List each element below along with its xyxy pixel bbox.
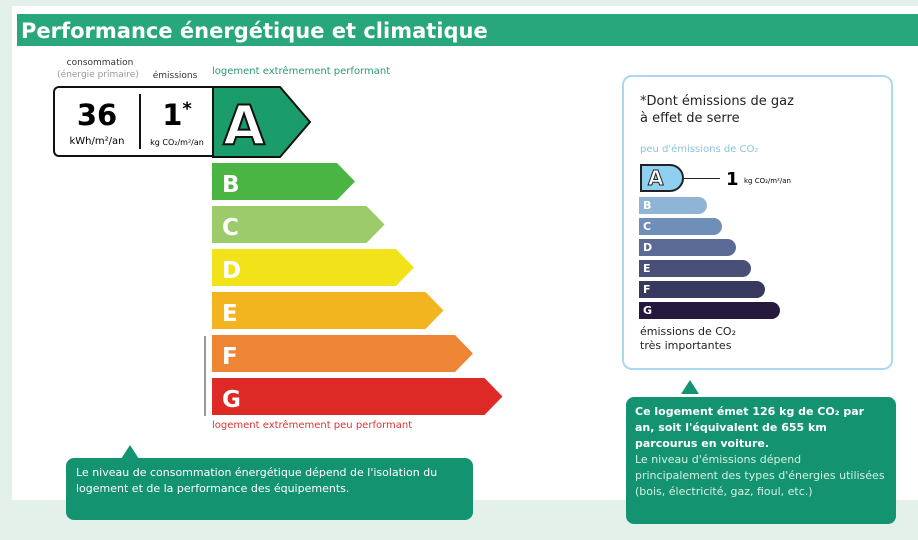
ges-class-a: A xyxy=(640,164,684,192)
ges-callout-pointer xyxy=(681,380,699,394)
ges-panel: *Dont émissions de gaz à effet de serre p… xyxy=(622,75,893,370)
class-letter: E xyxy=(222,301,238,327)
ges-bar-g: G xyxy=(639,302,780,319)
consumption-value: 36 xyxy=(76,98,118,132)
emissions-value: 1 xyxy=(162,98,183,132)
class-a-letter: A xyxy=(223,94,265,157)
ges-bar-b: B xyxy=(639,197,707,214)
class-a-arrow: A xyxy=(212,86,312,158)
consumption-unit: kWh/m²/an xyxy=(69,136,125,147)
divider xyxy=(204,336,206,416)
ges-top-label: peu d'émissions de CO₂ xyxy=(640,144,759,155)
class-bar-d: D xyxy=(212,249,414,286)
ges-bar-e: E xyxy=(639,260,751,277)
bottom-label: logement extrêmement peu performant xyxy=(212,420,413,431)
class-bar-e: E xyxy=(212,292,444,329)
class-bar-c: C xyxy=(212,206,385,243)
ges-note-bold: Ce logement émet 126 kg de CO₂ par an, s… xyxy=(635,405,865,450)
class-letter: C xyxy=(222,215,239,241)
consumption-note: Le niveau de consommation énergétique dé… xyxy=(66,458,473,520)
ges-title-2: à effet de serre xyxy=(640,111,740,126)
top-label: logement extrêmement performant xyxy=(212,66,391,77)
emissions-label: émissions xyxy=(152,71,198,81)
emissions-unit: kg CO₂/m²/an xyxy=(150,138,204,147)
ges-note: Ce logement émet 126 kg de CO₂ par an, s… xyxy=(626,397,896,524)
ges-unit: kg CO₂/m²/an xyxy=(744,177,791,185)
consumption-label: consommation xyxy=(66,58,134,68)
ges-value: 1 xyxy=(726,169,739,190)
class-letter: G xyxy=(222,387,241,413)
ges-bar-f: F xyxy=(639,281,765,298)
ges-bar-c: C xyxy=(639,218,722,235)
class-bar-g: G xyxy=(212,378,503,415)
class-letter: F xyxy=(222,344,238,370)
asterisk: * xyxy=(182,98,192,120)
ges-bottom-2: très importantes xyxy=(640,339,732,352)
callout-pointer xyxy=(121,445,139,459)
primary-energy-label: (énergie primaire) xyxy=(57,70,139,80)
ges-note-text: Le niveau d'émissions dépend principalem… xyxy=(635,453,885,498)
class-bar-f: F xyxy=(212,335,473,372)
class-letter: B xyxy=(222,172,240,198)
values-box: 36 kWh/m²/an 1* kg CO₂/m²/an xyxy=(53,86,215,157)
class-letter: D xyxy=(222,258,241,284)
page-title: Performance énergétique et climatique xyxy=(17,14,918,46)
ges-title-1: *Dont émissions de gaz xyxy=(640,94,794,109)
ges-bar-d: D xyxy=(639,239,736,256)
class-bar-b: B xyxy=(212,163,355,200)
ges-bottom-1: émissions de CO₂ xyxy=(640,325,736,338)
